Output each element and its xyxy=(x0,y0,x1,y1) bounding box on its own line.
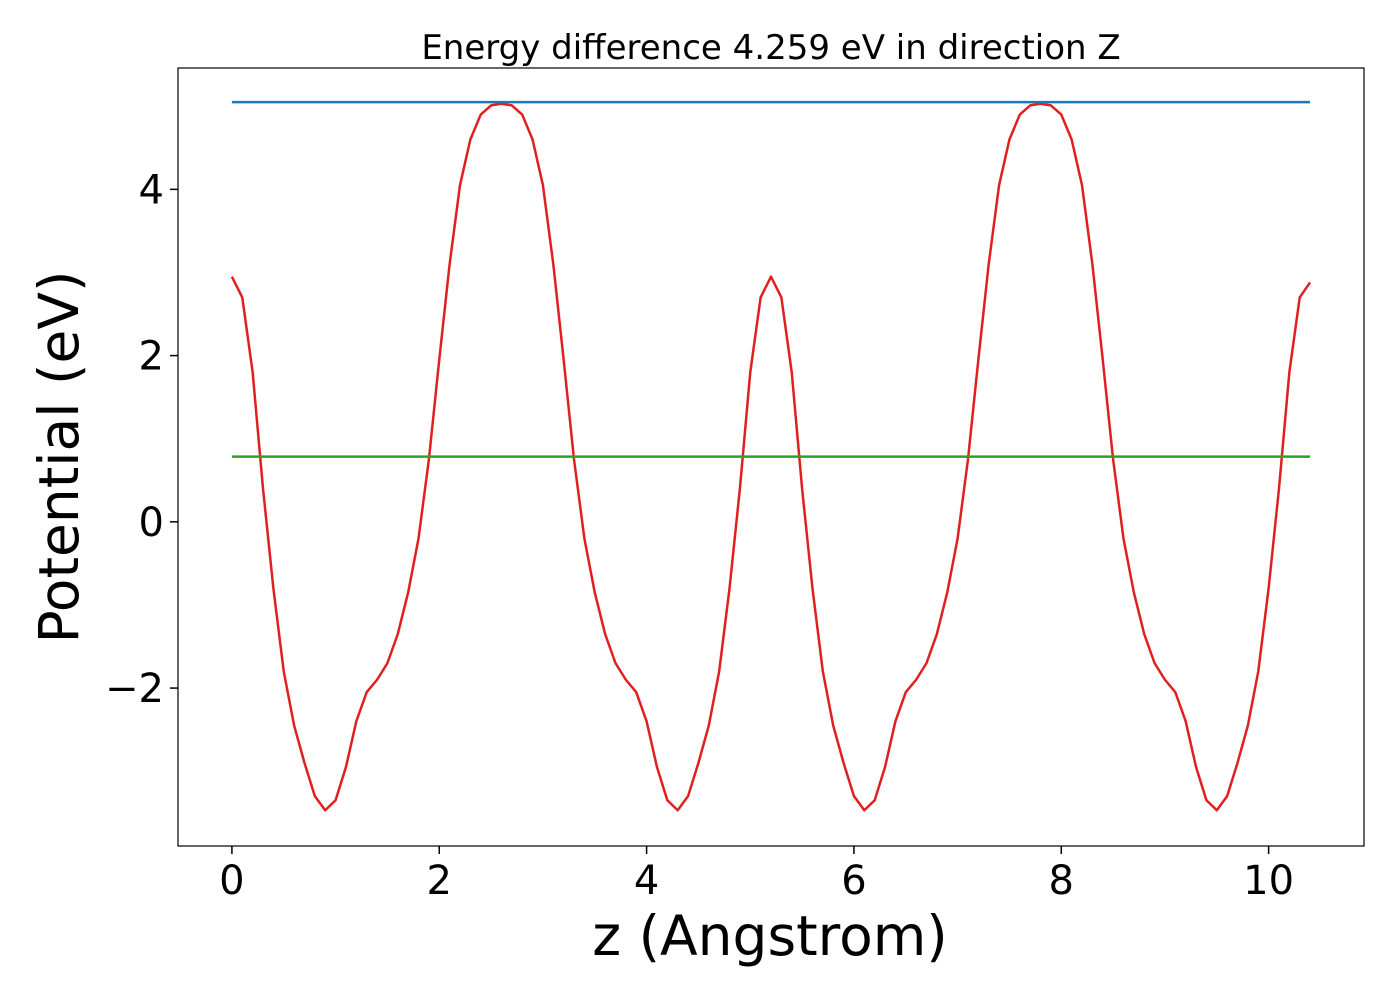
x-tick-label: 6 xyxy=(841,858,866,904)
x-axis-label: z (Angstrom) xyxy=(592,904,948,968)
series-line xyxy=(230,102,1312,812)
x-tick-label: 2 xyxy=(427,858,452,904)
x-tick-label: 8 xyxy=(1049,858,1074,904)
y-tick-label: −2 xyxy=(105,666,164,712)
y-tick-label: 0 xyxy=(139,500,164,546)
x-tick-label: 10 xyxy=(1243,858,1294,904)
x-tick-label: 4 xyxy=(634,858,659,904)
y-tick-label: 4 xyxy=(139,167,164,213)
y-tick-label: 2 xyxy=(139,334,164,380)
y-axis-label: Potential (eV) xyxy=(27,271,91,644)
chart-title: Energy difference 4.259 eV in direction … xyxy=(421,28,1120,68)
x-tick-label: 0 xyxy=(219,858,244,904)
plot-frame xyxy=(177,67,1365,847)
